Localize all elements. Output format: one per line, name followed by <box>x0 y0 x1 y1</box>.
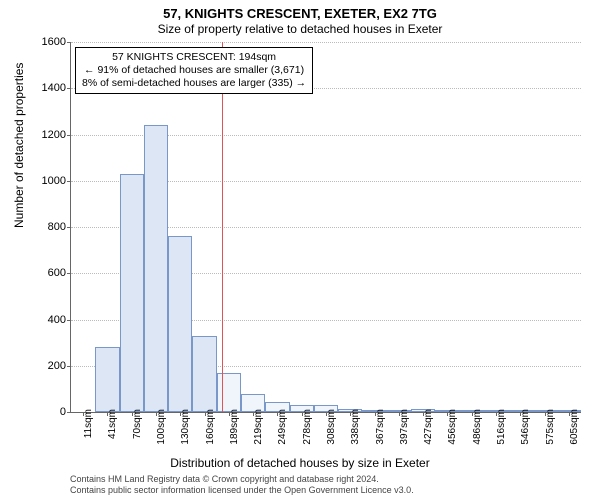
x-axis-label: Distribution of detached houses by size … <box>0 456 600 470</box>
ytick-mark <box>67 273 71 274</box>
ytick-label: 1600 <box>36 36 66 48</box>
xtick-label: 249sqm <box>277 409 288 445</box>
ytick-label: 1200 <box>36 129 66 141</box>
xtick-label: 397sqm <box>399 409 410 445</box>
histogram-bar <box>168 236 192 412</box>
xtick-label: 605sqm <box>569 409 580 445</box>
xtick-label: 546sqm <box>520 409 531 445</box>
ytick-label: 800 <box>36 221 66 233</box>
ytick-label: 400 <box>36 314 66 326</box>
ytick-mark <box>67 412 71 413</box>
histogram-bar <box>192 336 216 412</box>
xtick-label: 486sqm <box>472 409 483 445</box>
histogram-bar <box>120 174 144 412</box>
gridline <box>71 42 581 43</box>
xtick-label: 308sqm <box>326 409 337 445</box>
footer-line1: Contains HM Land Registry data © Crown c… <box>70 474 414 485</box>
xtick-label: 160sqm <box>205 409 216 445</box>
xtick-label: 575sqm <box>545 409 556 445</box>
histogram-chart: 0200400600800100012001400160011sqm41sqm7… <box>70 42 580 412</box>
annotation-line1: 57 KNIGHTS CRESCENT: 194sqm <box>82 51 306 64</box>
ytick-mark <box>67 366 71 367</box>
xtick-label: 70sqm <box>132 409 143 439</box>
histogram-bar <box>217 373 241 412</box>
xtick-label: 100sqm <box>156 409 167 445</box>
ytick-label: 600 <box>36 267 66 279</box>
xtick-label: 130sqm <box>180 409 191 445</box>
reference-line <box>222 42 223 412</box>
ytick-mark <box>67 227 71 228</box>
histogram-bar <box>95 347 119 412</box>
ytick-mark <box>67 181 71 182</box>
annotation-line3: 8% of semi-detached houses are larger (3… <box>82 77 306 90</box>
ytick-mark <box>67 135 71 136</box>
ytick-mark <box>67 42 71 43</box>
annotation-line2: ← 91% of detached houses are smaller (3,… <box>82 64 306 77</box>
xtick-label: 11sqm <box>83 409 94 438</box>
xtick-label: 41sqm <box>107 409 118 439</box>
footer-credits: Contains HM Land Registry data © Crown c… <box>70 474 414 496</box>
xtick-label: 427sqm <box>423 409 434 445</box>
ytick-mark <box>67 88 71 89</box>
xtick-label: 516sqm <box>496 409 507 445</box>
footer-line2: Contains public sector information licen… <box>70 485 414 496</box>
ytick-label: 200 <box>36 360 66 372</box>
plot-area: 0200400600800100012001400160011sqm41sqm7… <box>70 42 581 413</box>
xtick-label: 338sqm <box>350 409 361 445</box>
xtick-label: 189sqm <box>229 409 240 445</box>
xtick-label: 456sqm <box>447 409 458 445</box>
ytick-mark <box>67 320 71 321</box>
ytick-label: 1000 <box>36 175 66 187</box>
xtick-label: 367sqm <box>375 409 386 445</box>
annotation-box: 57 KNIGHTS CRESCENT: 194sqm ← 91% of det… <box>75 47 313 94</box>
histogram-bar <box>144 125 168 412</box>
page-title: 57, KNIGHTS CRESCENT, EXETER, EX2 7TG <box>0 6 600 21</box>
xtick-label: 219sqm <box>253 409 264 445</box>
ytick-label: 0 <box>36 406 66 418</box>
page-subtitle: Size of property relative to detached ho… <box>0 22 600 36</box>
y-axis-label: Number of detached properties <box>12 63 26 228</box>
xtick-label: 278sqm <box>302 409 313 445</box>
ytick-label: 1400 <box>36 82 66 94</box>
